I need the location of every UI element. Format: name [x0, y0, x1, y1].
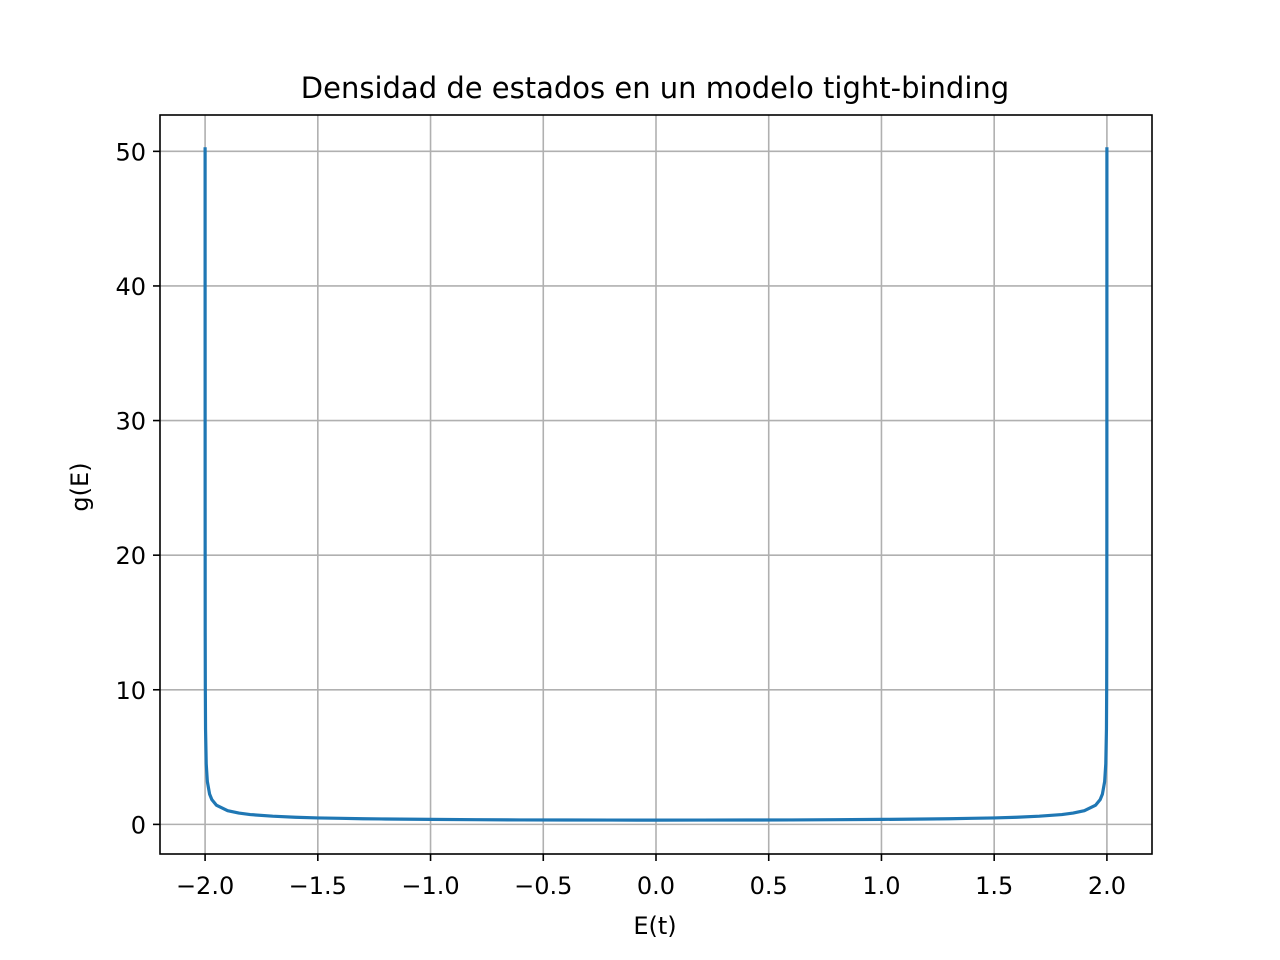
- grid: [160, 115, 1152, 854]
- y-tick-label: 50: [115, 138, 146, 166]
- chart-title: Densidad de estados en un modelo tight-b…: [301, 71, 1009, 105]
- x-tick-label: −1.0: [401, 872, 459, 900]
- x-tick-label: 0.0: [637, 872, 675, 900]
- x-tick-label: −2.0: [176, 872, 234, 900]
- y-tick-label: 10: [115, 677, 146, 705]
- x-tick-label: 1.0: [862, 872, 900, 900]
- x-tick-label: −1.5: [289, 872, 347, 900]
- x-axis: −2.0 −1.5 −1.0 −0.5 0.0 0.5 1.0 1.5 2.0: [176, 854, 1126, 900]
- series-layer: [203, 147, 1109, 822]
- y-tick-label: 0: [131, 811, 146, 839]
- x-tick-label: 2.0: [1088, 872, 1126, 900]
- x-tick-label: 1.5: [975, 872, 1013, 900]
- x-axis-label: E(t): [633, 912, 676, 940]
- y-tick-label: 40: [115, 273, 146, 301]
- x-tick-label: −0.5: [514, 872, 572, 900]
- series-line-0: [203, 147, 1109, 822]
- y-axis: 0 10 20 30 40 50: [115, 138, 160, 839]
- y-tick-label: 20: [115, 542, 146, 570]
- y-tick-label: 30: [115, 408, 146, 436]
- x-tick-label: 0.5: [750, 872, 788, 900]
- y-axis-label: g(E): [66, 462, 94, 511]
